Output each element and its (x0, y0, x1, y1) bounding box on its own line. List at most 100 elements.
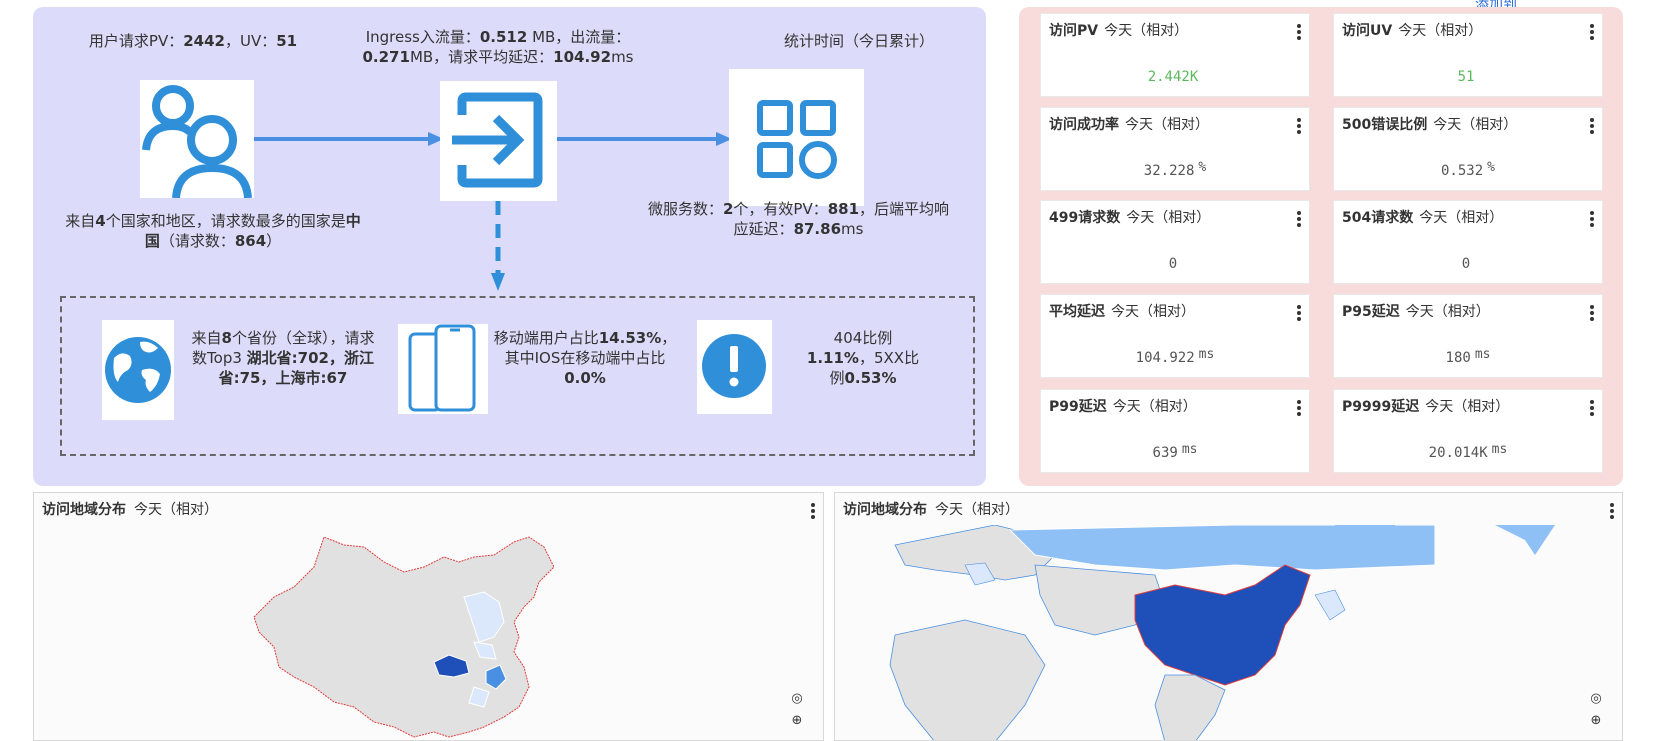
metric-card-title: 平均延迟 今天（相对） (1049, 301, 1195, 321)
metric-menu-icon[interactable] (1297, 400, 1301, 416)
metric-unit: ms (1198, 347, 1215, 362)
metric-period: 今天（相对） (1104, 23, 1189, 39)
metric-period: 今天（相对） (1126, 210, 1211, 226)
metric-value: 32.228% (1041, 160, 1309, 179)
metric-card-title: P95延迟 今天（相对） (1342, 301, 1490, 321)
metric-menu-icon[interactable] (1590, 24, 1594, 40)
world-map-panel: 访问地域分布 今天（相对） ◎ ⊕ (834, 492, 1623, 741)
metric-value: 0 (1041, 253, 1309, 272)
stat-time-caption: 统计时间（今日累计） (783, 32, 934, 50)
metric-period: 今天（相对） (1405, 304, 1490, 320)
china-map-tools: ◎ ⊕ (789, 691, 805, 735)
china-map-menu-icon[interactable] (811, 503, 815, 519)
metric-unit: ms (1181, 442, 1198, 457)
metric-menu-icon[interactable] (1590, 305, 1594, 321)
mobile-icon (398, 324, 488, 414)
metric-card-title: 访问PV 今天（相对） (1049, 20, 1188, 40)
flow-arrow-down (491, 201, 505, 291)
metric-name: 499请求数 (1049, 210, 1121, 226)
province-caption: 来自8个省份（全球），请求数Top3 湖北省:702，浙江省:75，上海市:67 (191, 329, 375, 387)
metric-card: 访问PV 今天（相对） 2.442K (1040, 13, 1310, 97)
metric-menu-icon[interactable] (1297, 118, 1301, 134)
metric-name: P9999延迟 (1342, 399, 1420, 415)
metric-name: 500错误比例 (1342, 117, 1428, 133)
metric-menu-icon[interactable] (1297, 24, 1301, 40)
metric-value-number: 639 (1152, 445, 1178, 461)
metric-card: 访问成功率 今天（相对） 32.228% (1040, 107, 1310, 191)
ingress-icon (440, 81, 557, 201)
metric-period: 今天（相对） (1112, 399, 1197, 415)
details-box: 来自8个省份（全球），请求数Top3 湖北省:702，浙江省:75，上海市:67… (60, 296, 975, 456)
country-caption: 来自4个国家和地区，请求数最多的国家是中国（请求数：864） (65, 212, 361, 250)
metric-period: 今天（相对） (1433, 117, 1518, 133)
metric-value: 104.922 ms (1041, 347, 1309, 366)
traffic-overview-panel: 用户请求PV：2442，UV：51 Ingress入流量：0.512 MB，出流… (33, 7, 986, 486)
metric-unit: ms (1491, 442, 1508, 457)
metric-value: 0 (1334, 253, 1602, 272)
metric-menu-icon[interactable] (1590, 118, 1594, 134)
metric-menu-icon[interactable] (1297, 211, 1301, 227)
metric-card-title: P9999延迟 今天（相对） (1342, 396, 1509, 416)
ingress-caption: Ingress入流量：0.512 MB，出流量：0.271MB，请求平均延迟：1… (362, 28, 634, 66)
pv-uv-caption: 用户请求PV：2442，UV：51 (88, 32, 298, 50)
zoom-in-icon[interactable]: ⊕ (1590, 713, 1602, 728)
metric-value: 2.442K (1041, 66, 1309, 85)
flow-arrow-1 (254, 132, 444, 146)
metric-card-title: P99延迟 今天（相对） (1049, 396, 1197, 416)
locate-icon[interactable]: ◎ (791, 691, 803, 706)
globe-icon (102, 320, 174, 420)
alert-icon (697, 320, 772, 414)
metric-value: 20.014K ms (1334, 442, 1602, 461)
metric-card-title: 访问UV 今天（相对） (1342, 20, 1482, 40)
metric-menu-icon[interactable] (1590, 400, 1594, 416)
world-map-menu-icon[interactable] (1610, 503, 1614, 519)
metric-card: 504请求数 今天（相对） 0 (1333, 200, 1603, 284)
metric-unit: % (1198, 160, 1207, 175)
metric-card: P9999延迟 今天（相对） 20.014K ms (1333, 389, 1603, 473)
metric-name: P95延迟 (1342, 304, 1400, 320)
china-map (253, 536, 555, 738)
metric-card: 499请求数 今天（相对） 0 (1040, 200, 1310, 284)
metric-card-title: 500错误比例 今天（相对） (1342, 114, 1517, 134)
error-caption: 404比例 1.11%，5XX比例0.53% (806, 329, 920, 387)
zoom-in-icon[interactable]: ⊕ (791, 713, 803, 728)
metric-name: 访问UV (1342, 23, 1393, 39)
metric-card-title: 499请求数 今天（相对） (1049, 207, 1210, 227)
users-icon (140, 80, 254, 198)
metric-name: 访问成功率 (1049, 117, 1119, 133)
metric-card: 访问UV 今天（相对） 51 (1333, 13, 1603, 97)
metric-value: 639 ms (1041, 442, 1309, 461)
metric-card-title: 访问成功率 今天（相对） (1049, 114, 1209, 134)
metric-value: 180 ms (1334, 347, 1602, 366)
china-map-panel: 访问地域分布 今天（相对） ◎ ⊕ (33, 492, 824, 741)
metric-unit: % (1487, 160, 1495, 175)
metric-card: 平均延迟 今天（相对） 104.922 ms (1040, 294, 1310, 378)
locate-icon[interactable]: ◎ (1590, 691, 1602, 706)
metric-value-number: 2.442K (1147, 69, 1199, 85)
metric-value-number: 20.014K (1428, 445, 1488, 461)
metric-period: 今天（相对） (1125, 117, 1209, 133)
metric-value: 0.532% (1334, 160, 1602, 179)
microservice-caption: 微服务数：2个，有效PV：881，后端平均响应延迟：87.86ms (647, 200, 950, 238)
metrics-panel: 访问PV 今天（相对） 2.442K 访问UV 今天（相对） 51 访问成功率 今天（相对） 3… (1019, 7, 1623, 486)
metric-value-number: 0.532 (1441, 163, 1484, 179)
world-map (889, 525, 1555, 740)
world-map-title: 访问地域分布 今天（相对） (843, 502, 1019, 518)
metric-value-number: 0 (1461, 256, 1471, 272)
metric-value-number: 104.922 (1135, 350, 1195, 366)
microservices-icon (729, 69, 864, 206)
metric-menu-icon[interactable] (1297, 305, 1301, 321)
world-map-tools: ◎ ⊕ (1588, 691, 1604, 735)
metric-card-title: 504请求数 今天（相对） (1342, 207, 1503, 227)
metric-value-number: 180 (1445, 350, 1471, 366)
metric-menu-icon[interactable] (1590, 211, 1594, 227)
metric-period: 今天（相对） (1425, 399, 1510, 415)
china-map-title: 访问地域分布 今天（相对） (42, 502, 218, 518)
metric-period: 今天（相对） (1419, 210, 1504, 226)
metric-value-number: 32.228 (1143, 163, 1195, 179)
flow-arrow-2 (557, 132, 732, 146)
metric-unit: ms (1474, 347, 1491, 362)
metric-period: 今天（相对） (1398, 23, 1483, 39)
metric-card: 500错误比例 今天（相对） 0.532% (1333, 107, 1603, 191)
metric-card: P95延迟 今天（相对） 180 ms (1333, 294, 1603, 378)
